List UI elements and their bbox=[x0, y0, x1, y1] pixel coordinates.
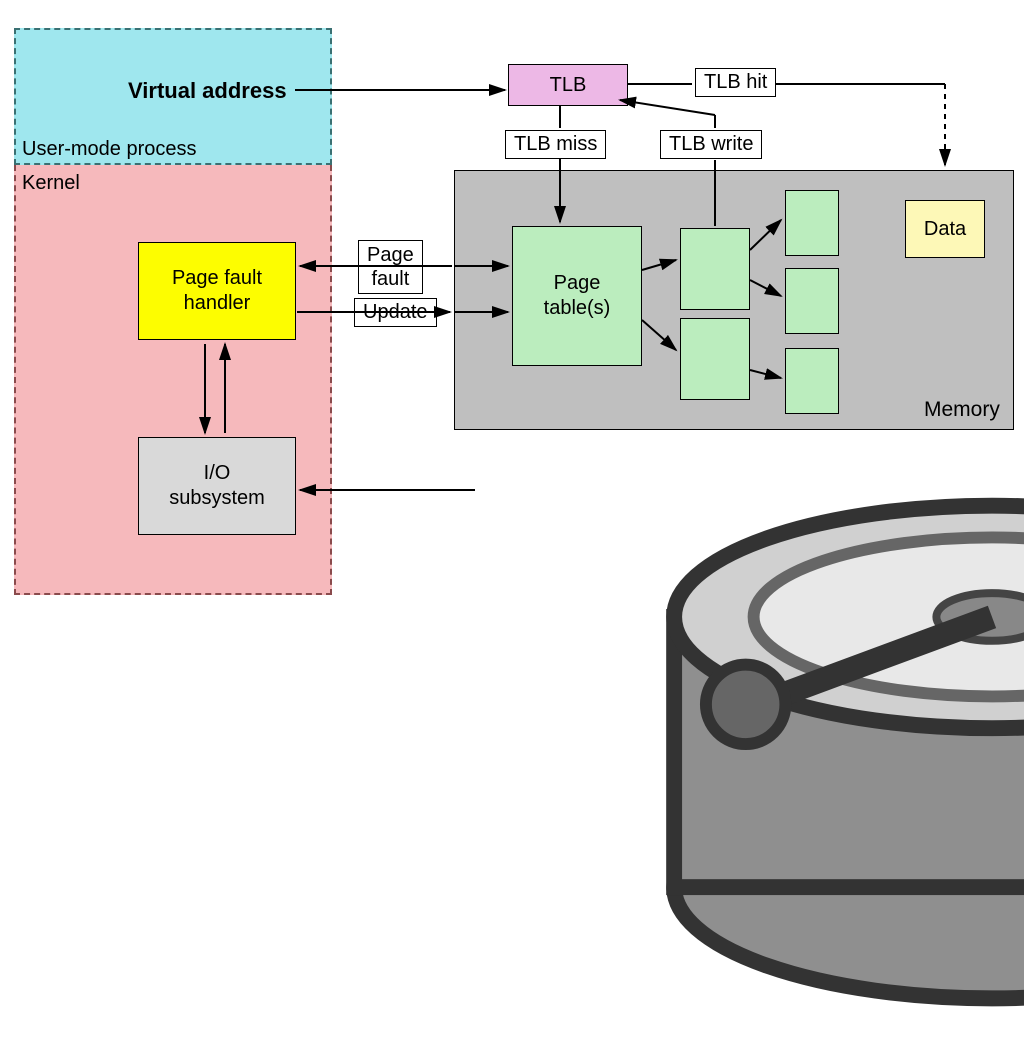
user-mode-label: User-mode process bbox=[22, 138, 197, 161]
kernel-label: Kernel bbox=[22, 172, 80, 195]
data-box: Data bbox=[905, 200, 985, 258]
tlb-box: TLB bbox=[508, 64, 628, 106]
update-label: Update bbox=[354, 298, 437, 327]
page-table-l3c bbox=[785, 348, 839, 414]
tlb-miss-label: TLB miss bbox=[505, 130, 606, 159]
page-fault-label: Page fault bbox=[358, 240, 423, 294]
page-table-l3b bbox=[785, 268, 839, 334]
page-table-l2a bbox=[680, 228, 750, 310]
tlb-hit-label: TLB hit bbox=[695, 68, 776, 97]
tlb-write-label: TLB write bbox=[660, 130, 762, 159]
page-table-l3a bbox=[785, 190, 839, 256]
page-table-main: Page table(s) bbox=[512, 226, 642, 366]
io-subsystem-box: I/O subsystem bbox=[138, 437, 296, 535]
page-table-l2b bbox=[680, 318, 750, 400]
memory-label: Memory bbox=[924, 398, 1000, 422]
page-fault-handler-box: Page fault handler bbox=[138, 242, 296, 340]
virtual-address-label: Virtual address bbox=[128, 78, 287, 104]
